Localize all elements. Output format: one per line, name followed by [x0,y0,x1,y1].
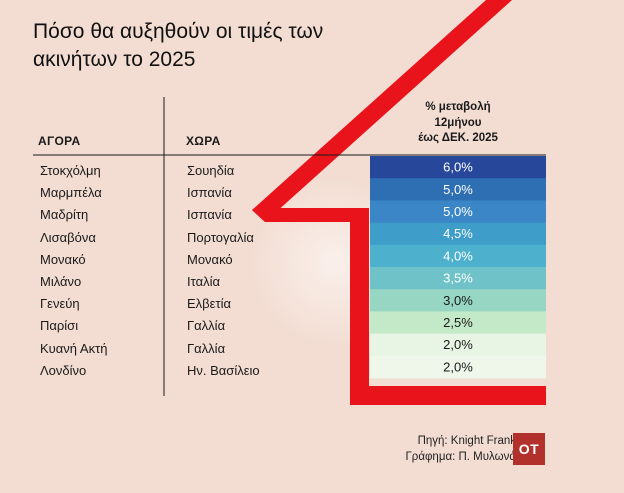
value-cells: 6,0% 5,0% 5,0% 4,5% 4,0% 3,5% 3,0% 2,5% 2,0% 2,0% [370,156,546,379]
value-label: 2,5% [443,315,473,330]
value-cell [370,222,546,246]
market-cell: Μονακό [40,251,86,267]
house-outline [252,0,546,405]
header-market: ΑΓΟΡΑ [38,134,81,148]
value-cell [370,156,546,179]
page-title: Πόσο θα αυξηθούν οι τιμές των ακινήτων τ… [33,20,324,71]
market-cell: Μαδρίτη [40,207,89,223]
country-cell: Σουηδία [187,163,235,178]
header-change-line2: 12μήνου [434,116,482,129]
header-change-line3: έως ΔΕΚ. 2025 [418,132,498,144]
market-cell: Λισαβόνα [40,229,96,245]
country-cell: Ιταλία [187,273,220,289]
market-cell: Μιλάνο [40,273,82,289]
market-cell: Λονδίνο [40,362,87,378]
header-change-line1: % μεταβολή [425,101,491,113]
value-cell [370,267,546,290]
value-label: 2,0% [443,337,473,352]
value-label: 3,5% [443,271,473,286]
value-label: 4,0% [443,248,473,263]
value-label: 3,0% [443,293,473,308]
value-cell [370,244,546,268]
country-cell: Γαλλία [187,318,226,334]
source-text: Πηγή: Knight Frank [417,435,516,447]
header-country: ΧΩΡΑ [186,134,221,148]
country-column: Σουηδία Ισπανία Ισπανία Πορτογαλία Μονακό Ιτα… [187,160,260,382]
value-label: 5,0% [443,182,473,197]
value-cell [370,333,546,357]
market-cell: Γενεύη [40,296,80,312]
header-change: % μεταβολή 12μήνου έως ΔΕΚ. 2025 [372,100,544,147]
value-cell [370,311,546,335]
country-cell: Πορτογαλία [187,229,254,245]
country-cell: Ισπανία [187,185,232,201]
market-cell: Στοκχόλμη [40,163,101,178]
market-cell: Παρίσι [40,318,79,334]
value-cell [370,200,546,224]
market-cell: Κυανή Ακτή [40,340,108,356]
country-cell: Ισπανία [187,207,232,223]
value-label: 2,0% [443,359,473,374]
credit-text: Γράφημα: Π. Μυλωνά [405,451,516,463]
country-cell: Ελβετία [187,296,231,312]
footer-credits: Πηγή: Knight Frank Γράφημα: Π. Μυλωνά [405,433,516,465]
country-cell: Γαλλία [187,340,226,356]
publisher-logo: ΟΤ [513,433,545,465]
country-cell: Μονακό [187,251,233,267]
value-cell [370,289,546,312]
value-cell [370,178,546,201]
value-label: 4,5% [443,226,473,241]
value-label: 6,0% [443,160,473,175]
market-cell: Μαρμπέλα [40,185,102,201]
value-cell [370,355,546,379]
value-label: 5,0% [443,204,473,219]
country-cell: Ην. Βασίλειο [187,362,260,378]
market-column: Στοκχόλμη Μαρμπέλα Μαδρίτη Λισαβόνα Μονακό Μι… [40,160,107,382]
